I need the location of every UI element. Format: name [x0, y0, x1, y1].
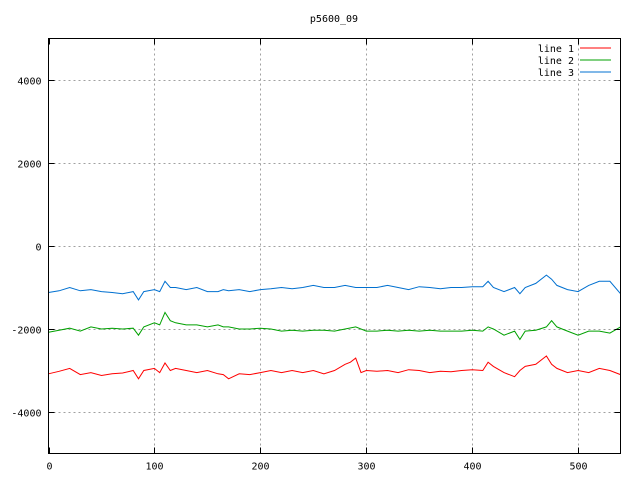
legend-label-1: line 1 — [538, 44, 574, 55]
x-tick-label: 500 — [569, 462, 587, 473]
x-tick-label: 100 — [145, 462, 163, 473]
y-tick-label: 0 — [35, 243, 41, 254]
chart-title: p5600_09 — [310, 14, 358, 25]
y-tick-label: 2000 — [17, 160, 41, 171]
grid — [48, 38, 621, 454]
series-line-3 — [48, 274, 621, 301]
series-group — [48, 274, 621, 380]
y-tick-label: 4000 — [17, 77, 41, 88]
x-tick-label: 200 — [251, 462, 269, 473]
legend-label-3: line 3 — [538, 68, 574, 79]
y-tick-label: -4000 — [11, 409, 41, 420]
series-line-1 — [48, 355, 621, 380]
x-tick-label: 0 — [46, 462, 52, 473]
x-tick-label: 300 — [357, 462, 375, 473]
tick-labels: 0 100 200 300 400 500 -4000 -2000 0 2000 4000 — [11, 38, 621, 473]
series-line-2 — [48, 311, 621, 341]
x-tick-label: 400 — [463, 462, 481, 473]
legend-label-2: line 2 — [538, 56, 574, 67]
y-tick-label: -2000 — [11, 326, 41, 337]
